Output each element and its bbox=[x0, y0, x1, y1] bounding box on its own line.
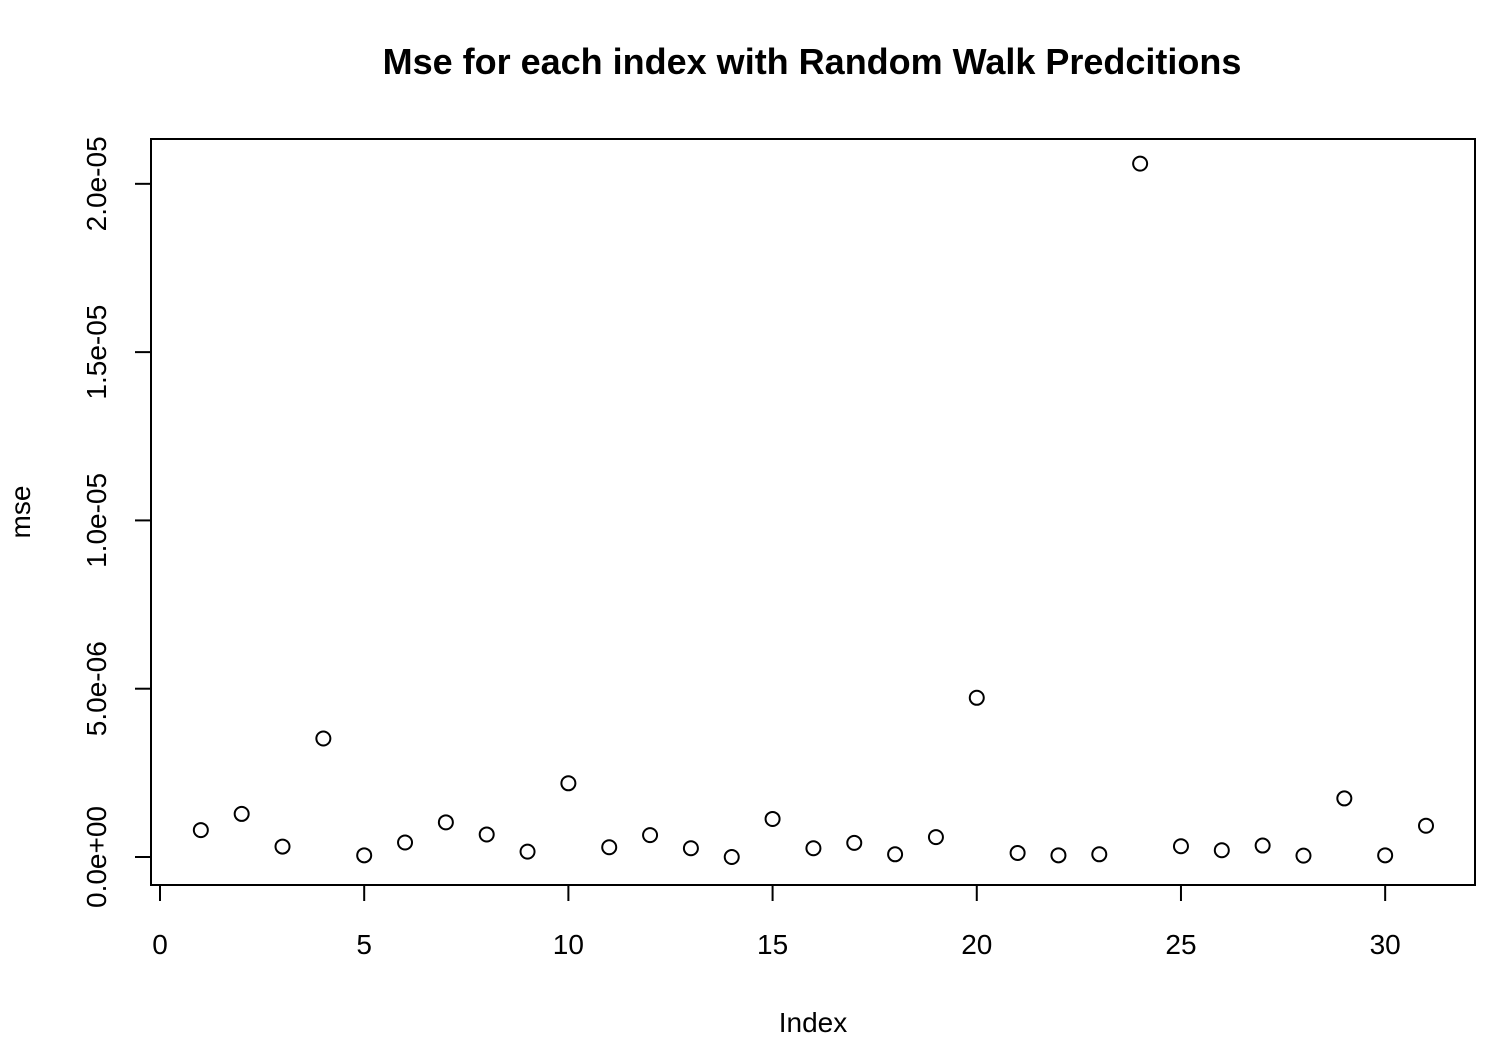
data-point bbox=[846, 834, 863, 851]
data-point bbox=[356, 847, 373, 864]
data-point bbox=[1213, 842, 1230, 859]
chart-title: Mse for each index with Random Walk Pred… bbox=[383, 41, 1242, 82]
data-point bbox=[519, 843, 536, 860]
data-point bbox=[1377, 847, 1394, 864]
data-point bbox=[1295, 847, 1312, 864]
data-point bbox=[642, 827, 659, 844]
y-tick-label: 0.0e+00 bbox=[81, 806, 112, 908]
x-tick-label: 20 bbox=[961, 929, 992, 960]
x-axis: 0 5 10 15 20 25 30 bbox=[152, 884, 1401, 960]
y-tick-label: 2.0e-05 bbox=[81, 136, 112, 231]
data-point bbox=[968, 689, 985, 706]
data-point bbox=[805, 840, 822, 857]
data-point bbox=[437, 814, 454, 831]
x-tick-label: 25 bbox=[1165, 929, 1196, 960]
data-point bbox=[192, 822, 209, 839]
data-point bbox=[1418, 817, 1434, 834]
data-points bbox=[192, 155, 1434, 865]
data-point bbox=[1091, 846, 1108, 863]
data-point bbox=[560, 775, 577, 792]
data-point bbox=[682, 840, 699, 857]
data-point bbox=[274, 838, 291, 855]
data-point bbox=[723, 849, 740, 865]
data-point bbox=[1132, 155, 1149, 172]
x-axis-label: Index bbox=[779, 1007, 848, 1038]
y-axis: 0.0e+00 5.0e-06 1.0e-05 1.5e-05 2.0e-05 bbox=[81, 136, 152, 908]
x-tick-label: 30 bbox=[1370, 929, 1401, 960]
data-point bbox=[764, 810, 781, 827]
data-point bbox=[315, 730, 332, 747]
data-point bbox=[927, 829, 944, 846]
data-point bbox=[397, 834, 414, 851]
y-tick-label: 5.0e-06 bbox=[81, 641, 112, 736]
data-point bbox=[1172, 838, 1189, 855]
data-point bbox=[1050, 847, 1067, 864]
x-tick-label: 15 bbox=[757, 929, 788, 960]
plot-frame bbox=[150, 138, 1476, 886]
x-tick-label: 5 bbox=[356, 929, 372, 960]
x-tick-label: 0 bbox=[152, 929, 168, 960]
data-point bbox=[1009, 844, 1026, 861]
y-axis-label: mse bbox=[5, 486, 36, 539]
x-tick-label: 10 bbox=[553, 929, 584, 960]
data-point bbox=[478, 826, 495, 843]
y-tick-label: 1.0e-05 bbox=[81, 473, 112, 568]
data-point bbox=[601, 839, 618, 856]
y-tick-label: 1.5e-05 bbox=[81, 305, 112, 400]
data-point bbox=[1254, 837, 1271, 854]
data-point bbox=[887, 846, 904, 863]
data-point bbox=[233, 805, 250, 822]
data-point bbox=[1336, 790, 1353, 807]
